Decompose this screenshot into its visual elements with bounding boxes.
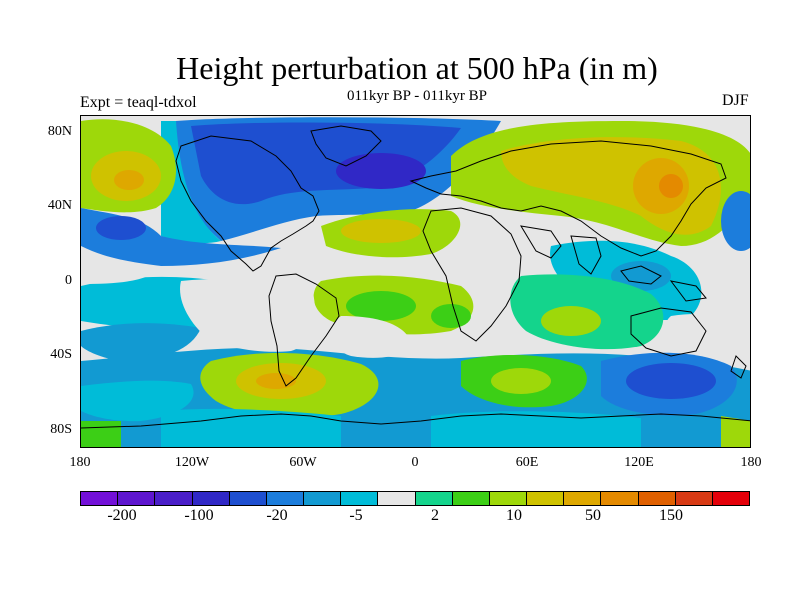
colorbar-swatch [266, 492, 305, 505]
colorbar-label: -100 [184, 507, 214, 524]
colorbar-label: -20 [266, 507, 288, 524]
lat-tick-0: 0 [65, 273, 72, 288]
plot-subtitle: 011kyr BP - 011kyr BP [346, 88, 487, 104]
lon-tick-180w: 180 [69, 455, 91, 470]
colorbar-swatch [638, 492, 676, 505]
colorbar-swatch [304, 492, 342, 505]
lon-tick-120w: 120W [174, 455, 210, 470]
colorbar-swatch [229, 492, 267, 505]
colorbar-swatch [155, 492, 193, 505]
colorbar-swatch [192, 492, 230, 505]
colorbar-swatch [341, 492, 379, 505]
plot-title: Height perturbation at 500 hPa (in m) [176, 50, 658, 86]
colorbar-swatch [712, 492, 750, 505]
colorbar-swatch [378, 492, 416, 505]
colorbar-label: -5 [349, 507, 363, 524]
season-label: DJF [722, 92, 749, 109]
lat-tick-40n: 40N [47, 198, 72, 213]
colorbar-swatch [118, 492, 156, 505]
colorbar-swatch [601, 492, 639, 505]
lat-tick-40s: 40S [50, 347, 72, 362]
colorbar-label: 50 [585, 507, 601, 524]
colorbar-label: 150 [659, 507, 683, 524]
colorbar-swatch [527, 492, 565, 505]
colorbar-swatch [564, 492, 602, 505]
colorbar-swatch [415, 492, 453, 505]
colorbar [80, 491, 750, 506]
colorbar-swatch [81, 492, 119, 505]
colorbar-swatch [675, 492, 713, 505]
colorbar-swatch [452, 492, 490, 505]
colorbar-label: 2 [431, 507, 439, 524]
lon-tick-0: 0 [411, 455, 419, 470]
lon-tick-120e: 120E [624, 455, 654, 470]
height-perturbation-field [81, 116, 750, 447]
lon-tick-180e: 180 [740, 455, 762, 470]
map-panel [80, 115, 751, 448]
colorbar-label: -200 [107, 507, 137, 524]
lat-tick-80s: 80S [50, 422, 72, 437]
lon-tick-60w: 60W [289, 455, 317, 470]
colorbar-label: 10 [506, 507, 522, 524]
experiment-label: Expt = teaql-tdxol [80, 94, 197, 111]
lon-tick-60e: 60E [515, 455, 539, 470]
lat-tick-80n: 80N [47, 124, 72, 139]
colorbar-swatch [489, 492, 528, 505]
